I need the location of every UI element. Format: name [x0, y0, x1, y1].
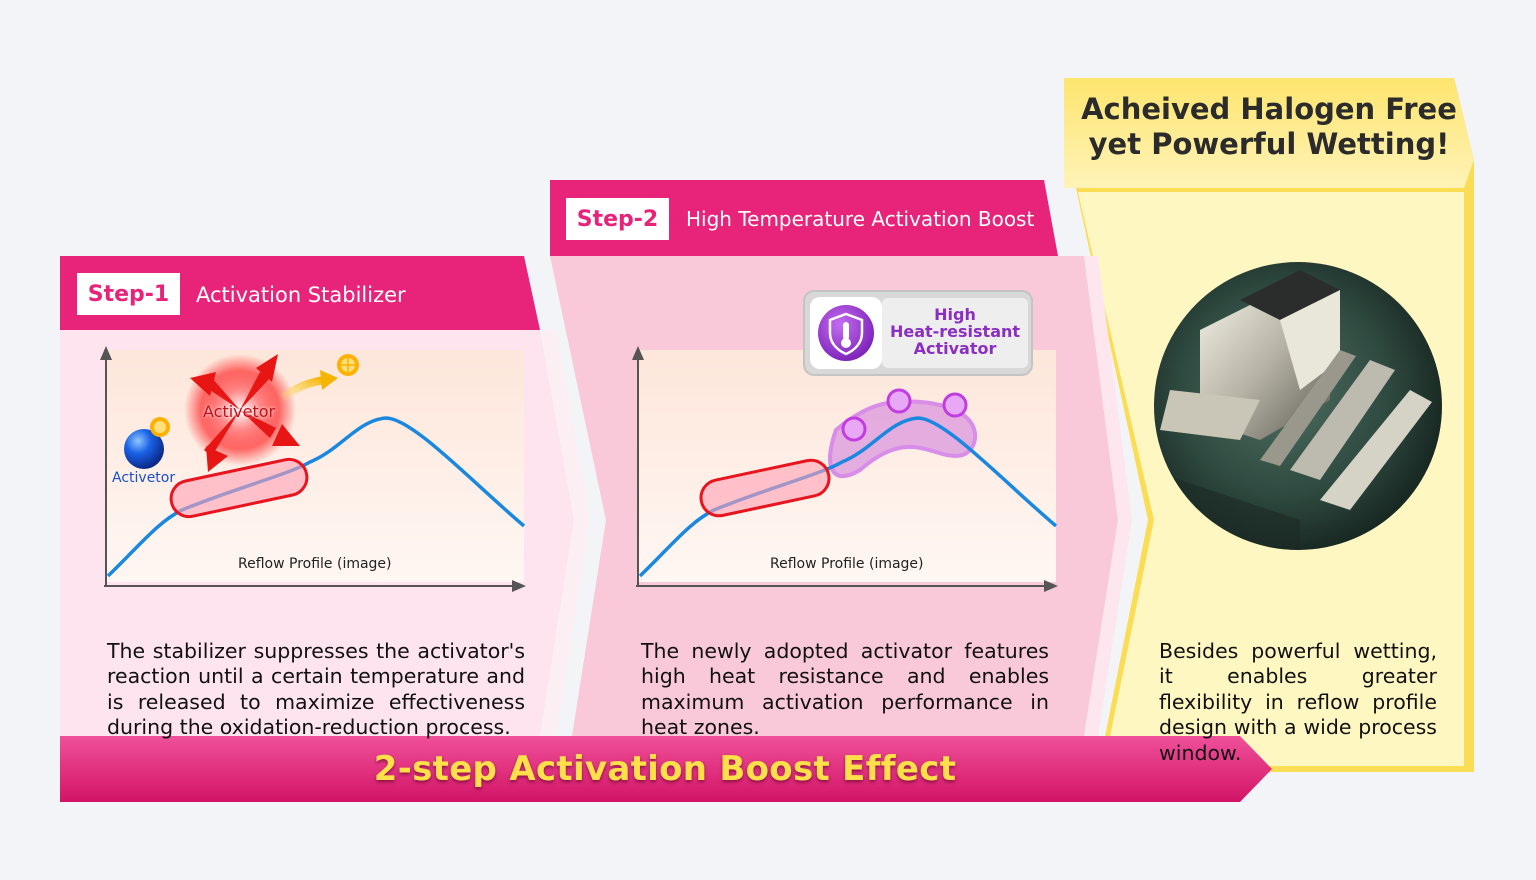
step1-title: Activation Stabilizer: [196, 283, 406, 307]
step1-chart: [100, 346, 526, 592]
step2-chart-caption: Reflow Profile (image): [770, 556, 924, 572]
step2-activator-dots: [841, 388, 968, 442]
blue-sphere-icon: [124, 429, 164, 469]
step1-x-axis-arrow: [512, 580, 526, 592]
step1-chart-area: [106, 350, 524, 582]
footer-arrow: [60, 736, 1272, 802]
step2-description: The newly adopted activator features hig…: [641, 638, 1049, 740]
step2-title: High Temperature Activation Boost: [686, 207, 1035, 231]
result-title-line2: yet Powerful Wetting!: [1088, 127, 1450, 161]
step1-activator-label-burst: Activetor: [203, 402, 276, 421]
thermometer-shield-icon: [818, 305, 874, 361]
step2-y-axis-arrow: [632, 346, 644, 360]
step2-x-axis-arrow: [1044, 580, 1058, 592]
orange-slice-icon: [337, 354, 359, 376]
step1-y-axis-arrow: [100, 346, 112, 360]
badge-line3: Activator: [913, 339, 997, 358]
step2-stabilizer-zone: [699, 458, 831, 518]
step1-stabilizer-zone: [169, 457, 309, 519]
step1-burst-arrows: [190, 354, 300, 472]
footer-title: 2-step Activation Boost Effect: [373, 749, 957, 789]
step1-reflow-curve: [106, 416, 526, 578]
step2-chart: [632, 290, 1058, 592]
step1-chart-caption: Reflow Profile (image): [238, 556, 392, 572]
badge-line1: High: [934, 305, 976, 324]
heat-resistant-badge: [803, 290, 1033, 376]
result-title-line1: Acheived Halogen Free: [1081, 92, 1457, 126]
badge-text: High Heat-resistant Activator: [880, 306, 1030, 357]
step1-description: The stabilizer suppresses the activator'…: [107, 638, 525, 740]
step1-activator-label-sphere: Activetor: [112, 470, 176, 486]
step2-label: Step-2: [566, 198, 669, 240]
step1-label: Step-1: [77, 273, 180, 315]
badge-line2: Heat-resistant: [889, 322, 1021, 341]
step1-release-arrowhead: [320, 370, 338, 390]
result-description: Besides powerful wetting, it enables gre…: [1159, 638, 1437, 765]
orange-slice-icon: [150, 417, 170, 437]
result-title: Acheived Halogen Free yet Powerful Wetti…: [1068, 92, 1470, 162]
step2-reflow-curve: [638, 416, 1058, 578]
